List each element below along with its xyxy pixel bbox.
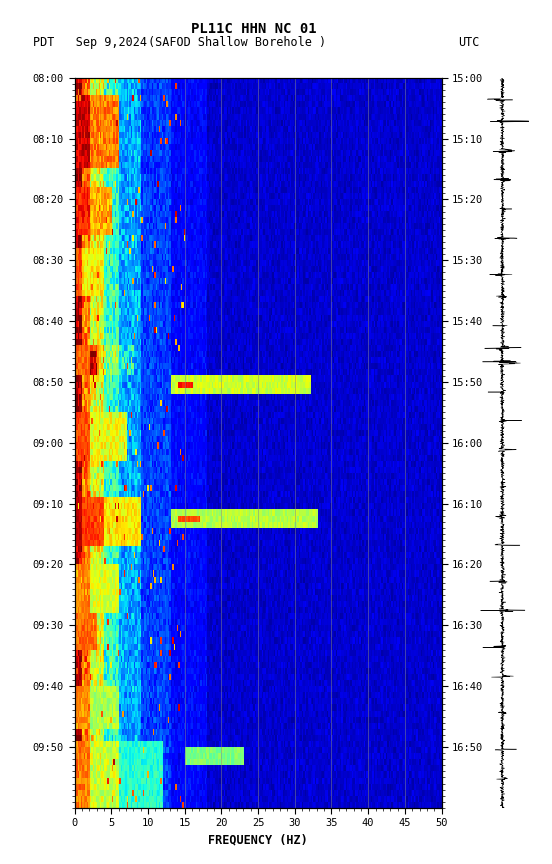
Text: (SAFOD Shallow Borehole ): (SAFOD Shallow Borehole ) [148,36,326,49]
X-axis label: FREQUENCY (HZ): FREQUENCY (HZ) [208,834,308,847]
Text: PL11C HHN NC 01: PL11C HHN NC 01 [191,22,317,35]
Text: PDT   Sep 9,2024: PDT Sep 9,2024 [33,36,147,49]
Text: UTC: UTC [458,36,480,49]
